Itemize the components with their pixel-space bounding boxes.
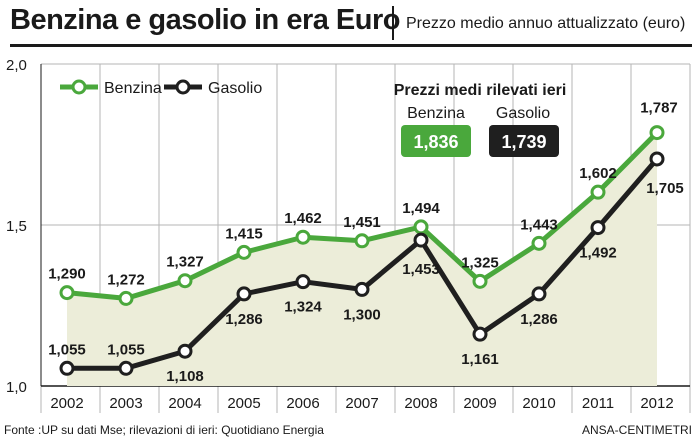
inset-title: Prezzi medi rilevati ieri	[394, 82, 567, 99]
gasolio-data-label: 1,324	[284, 299, 322, 316]
gasolio-point	[236, 286, 252, 302]
x-tick-label: 2002	[50, 395, 83, 412]
x-tick-label: 2005	[227, 395, 260, 412]
gasolio-legend-marker	[175, 79, 191, 95]
x-tick-label: 2011	[582, 395, 614, 412]
benzina-data-label: 1,272	[107, 271, 145, 288]
inset-gasolio-value: 1,739	[501, 132, 546, 152]
gasolio-point	[649, 151, 665, 167]
inset-benzina-badge	[401, 125, 471, 157]
inset-benzina-value: 1,836	[413, 132, 458, 152]
x-tick-label: 2006	[286, 395, 319, 412]
gasolio-point	[118, 360, 134, 376]
x-tick-label: 2007	[345, 395, 378, 412]
gasolio-data-label: 1,286	[225, 311, 263, 328]
gasolio-point	[413, 232, 429, 248]
benzina-data-label: 1,602	[579, 165, 617, 182]
x-tick-label: 2009	[463, 395, 496, 412]
inset-benzina-label: Benzina	[407, 105, 465, 122]
benzina-data-label: 1,787	[640, 100, 678, 117]
gasolio-point	[295, 274, 311, 290]
gasolio-data-label: 1,492	[579, 245, 617, 262]
benzina-point	[354, 233, 370, 249]
gasolio-point	[354, 281, 370, 297]
gasolio-data-label: 1,055	[107, 341, 145, 358]
credit-note: ANSA-CENTIMETRI	[581, 423, 692, 437]
benzina-legend-label: Benzina	[104, 80, 162, 97]
x-tick-label: 2010	[522, 395, 555, 412]
inset-gasolio-label: Gasolio	[496, 105, 550, 122]
x-tick-label: 2004	[168, 395, 201, 412]
gasolio-point	[177, 343, 193, 359]
gasolio-data-label: 1,055	[48, 341, 86, 358]
benzina-point	[118, 290, 134, 306]
chart-title: Benzina e gasolio in era Euro	[10, 4, 401, 36]
gasolio-data-label: 1,286	[520, 311, 558, 328]
benzina-point	[590, 184, 606, 200]
gasolio-point	[59, 360, 75, 376]
benzina-data-label: 1,290	[48, 266, 86, 283]
benzina-point	[59, 285, 75, 301]
benzina-data-label: 1,327	[166, 254, 204, 271]
gasolio-data-label: 1,300	[343, 306, 381, 323]
x-tick-label: 2003	[109, 395, 142, 412]
benzina-data-label: 1,451	[343, 214, 381, 231]
gasolio-data-label: 1,108	[166, 368, 204, 385]
benzina-point	[177, 273, 193, 289]
chart-subtitle: Prezzo medio annuo attualizzato (euro)	[406, 15, 686, 32]
gasolio-data-label: 1,705	[646, 180, 684, 197]
header-rule	[10, 44, 692, 47]
benzina-point	[413, 219, 429, 235]
benzina-point	[295, 229, 311, 245]
benzina-data-label: 1,325	[461, 254, 499, 271]
benzina-data-label: 1,494	[402, 200, 440, 217]
inset-gasolio-badge	[489, 125, 559, 157]
benzina-data-label: 1,462	[284, 210, 322, 227]
x-tick-label: 2008	[404, 395, 437, 412]
x-tick-label: 2012	[640, 395, 673, 412]
gasolio-legend-label: Gasolio	[208, 80, 262, 97]
y-tick-label: 1,5	[6, 218, 27, 235]
gasolio-point	[531, 286, 547, 302]
benzina-data-label: 1,415	[225, 225, 263, 242]
gasolio-data-label: 1,161	[461, 351, 499, 368]
benzina-point	[531, 235, 547, 251]
y-tick-label: 2,0	[6, 57, 27, 74]
benzina-point	[649, 125, 665, 141]
benzina-point	[236, 244, 252, 260]
source-note: Fonte :UP su dati Mse; rilevazioni di ie…	[4, 423, 324, 437]
benzina-point	[472, 273, 488, 289]
benzina-legend-marker	[71, 79, 87, 95]
gasolio-data-label: 1,453	[402, 261, 440, 278]
gasolio-point	[590, 220, 606, 236]
benzina-data-label: 1,443	[520, 216, 558, 233]
y-tick-label: 1,0	[6, 379, 27, 396]
gasolio-point	[472, 326, 488, 342]
title-separator	[392, 6, 394, 40]
